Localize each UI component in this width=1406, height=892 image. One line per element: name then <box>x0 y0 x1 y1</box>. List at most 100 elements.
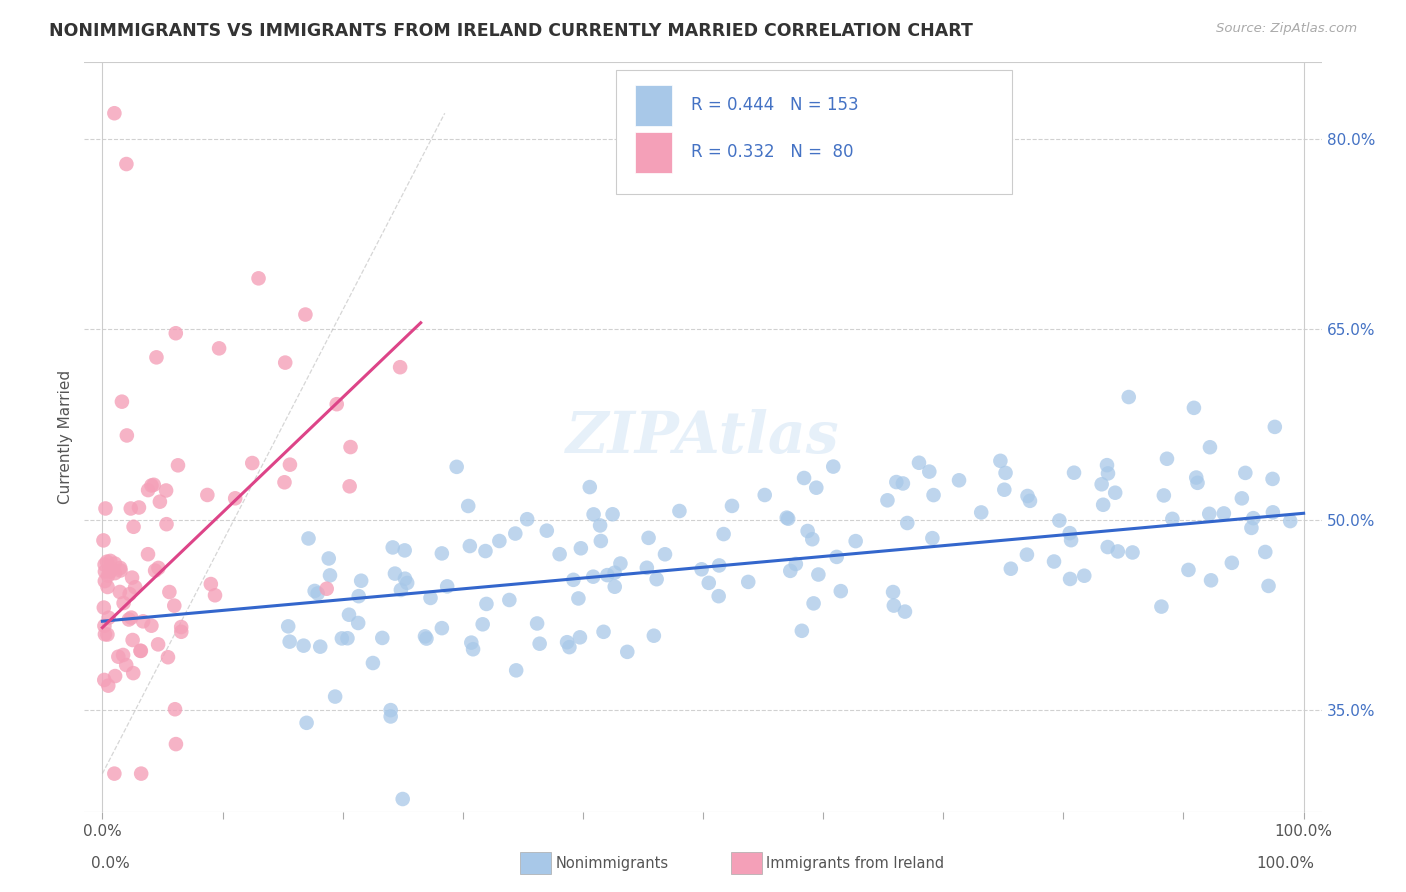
Point <box>315 582 337 596</box>
Point <box>336 632 359 646</box>
Text: ZIPAtlas: ZIPAtlas <box>567 409 839 466</box>
Point <box>107 649 129 664</box>
Point <box>380 703 402 717</box>
Point <box>1097 540 1119 554</box>
Point <box>323 690 346 704</box>
Point <box>347 589 370 603</box>
Point <box>636 561 658 575</box>
Point <box>569 541 592 556</box>
Text: Source: ZipAtlas.com: Source: ZipAtlas.com <box>1216 22 1357 36</box>
Point <box>707 558 730 573</box>
Point <box>325 397 347 411</box>
Point <box>807 567 830 582</box>
Point <box>993 483 1015 497</box>
Point <box>446 459 468 474</box>
Point <box>460 635 482 649</box>
Point <box>1059 526 1081 541</box>
Point <box>110 564 132 578</box>
Point <box>419 591 441 605</box>
Point <box>908 456 931 470</box>
Point <box>121 633 143 648</box>
Text: 0.0%: 0.0% <box>91 856 131 871</box>
Point <box>96 555 118 569</box>
Point <box>776 510 799 524</box>
Point <box>582 508 605 522</box>
Point <box>1000 562 1022 576</box>
Point <box>668 504 690 518</box>
Point <box>1047 514 1070 528</box>
Point <box>380 709 402 723</box>
Point <box>567 591 589 606</box>
Point <box>1107 544 1129 558</box>
Point <box>1199 440 1222 454</box>
Point <box>474 544 496 558</box>
Point <box>297 532 319 546</box>
Point <box>170 624 193 639</box>
Point <box>823 459 845 474</box>
Point <box>204 588 226 602</box>
Point <box>391 792 413 806</box>
Point <box>488 534 510 549</box>
Point <box>128 500 150 515</box>
Point <box>582 569 605 583</box>
Point <box>830 584 852 599</box>
Point <box>115 157 138 171</box>
Point <box>1017 489 1039 503</box>
Point <box>697 575 720 590</box>
Point <box>778 512 800 526</box>
Point <box>457 499 479 513</box>
Point <box>97 611 120 625</box>
Point <box>1241 511 1264 525</box>
Point <box>990 454 1012 468</box>
Point <box>922 488 945 502</box>
Point <box>1073 568 1095 582</box>
Point <box>148 561 170 575</box>
Point <box>883 599 905 613</box>
Point <box>1091 477 1114 491</box>
Point <box>389 360 412 375</box>
Point <box>637 531 659 545</box>
Text: NONIMMIGRANTS VS IMMIGRANTS FROM IRELAND CURRENTLY MARRIED CORRELATION CHART: NONIMMIGRANTS VS IMMIGRANTS FROM IRELAND… <box>49 22 973 40</box>
Point <box>1261 472 1284 486</box>
Point <box>97 580 120 594</box>
Point <box>155 517 177 532</box>
Point <box>471 617 494 632</box>
Point <box>350 574 373 588</box>
Point <box>337 607 360 622</box>
Point <box>415 632 437 646</box>
Point <box>93 600 115 615</box>
Point <box>115 428 138 442</box>
Point <box>115 658 138 673</box>
Point <box>645 572 668 586</box>
Point <box>589 518 612 533</box>
Point <box>1198 507 1220 521</box>
Text: R = 0.444   N = 153: R = 0.444 N = 153 <box>690 96 858 114</box>
Point <box>143 564 166 578</box>
Point <box>136 547 159 561</box>
Point <box>609 557 631 571</box>
Point <box>555 635 578 649</box>
Point <box>94 565 117 579</box>
Text: Immigrants from Ireland: Immigrants from Ireland <box>766 856 945 871</box>
Point <box>1234 466 1257 480</box>
Point <box>1279 514 1302 528</box>
Point <box>240 456 263 470</box>
Point <box>707 589 730 603</box>
Point <box>526 616 548 631</box>
Point <box>643 629 665 643</box>
Point <box>136 483 159 497</box>
Point <box>1060 533 1083 548</box>
Point <box>1185 470 1208 484</box>
Point <box>1177 563 1199 577</box>
Point <box>129 766 152 780</box>
Point <box>165 326 187 341</box>
Point <box>882 585 904 599</box>
Point <box>891 476 914 491</box>
Point <box>970 505 993 519</box>
Point <box>94 501 117 516</box>
Point <box>886 475 908 489</box>
Point <box>754 488 776 502</box>
Point <box>384 566 406 581</box>
Point <box>347 615 370 630</box>
Point <box>801 533 824 547</box>
